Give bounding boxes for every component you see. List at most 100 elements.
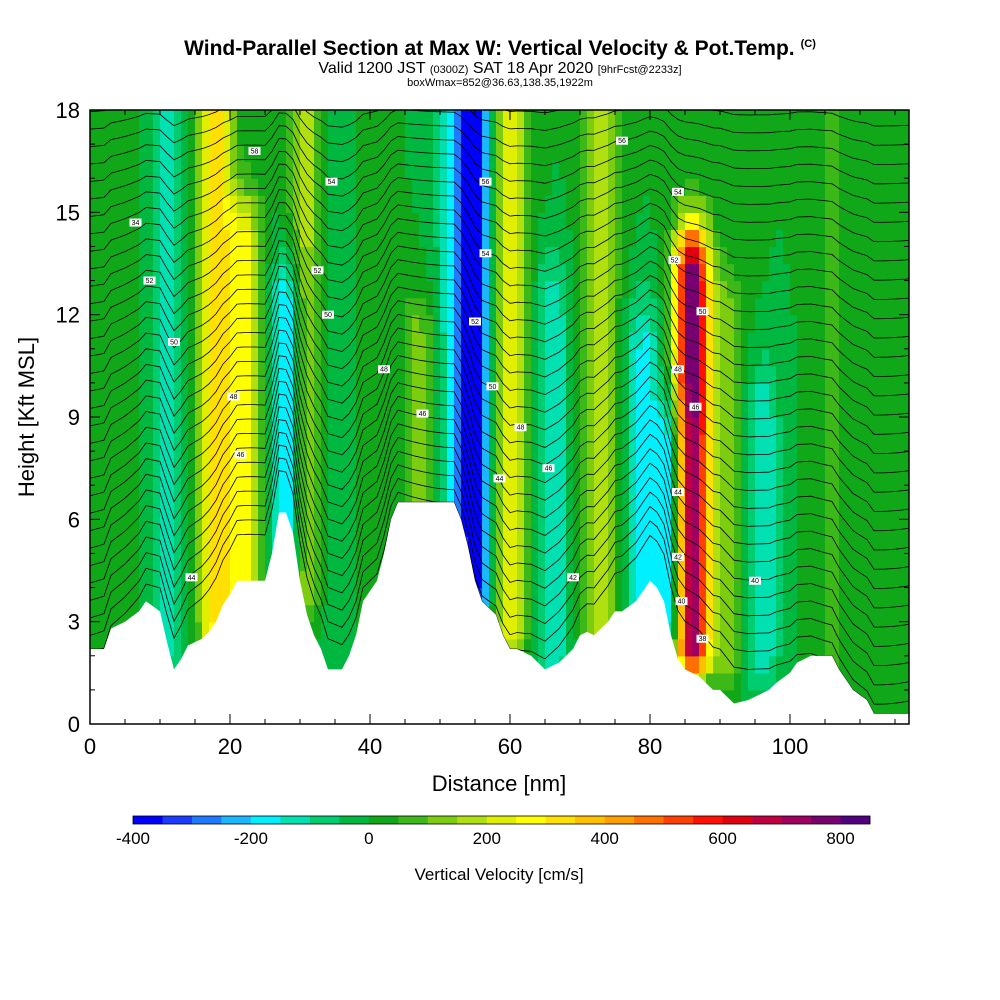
velocity-cell — [356, 451, 364, 469]
velocity-cell — [468, 451, 476, 469]
velocity-cell — [601, 246, 609, 265]
velocity-cell — [167, 502, 175, 520]
velocity-cell — [335, 161, 343, 179]
velocity-cell — [307, 382, 315, 401]
velocity-cell — [573, 127, 581, 145]
velocity-cell — [545, 161, 553, 179]
velocity-cell — [650, 382, 658, 401]
velocity-cell — [895, 689, 903, 708]
velocity-cell — [524, 587, 532, 606]
velocity-cell — [510, 451, 518, 469]
velocity-cell — [524, 263, 532, 282]
velocity-cell — [839, 468, 847, 486]
velocity-cell — [174, 195, 182, 213]
velocity-cell — [90, 161, 98, 179]
velocity-cell — [657, 127, 665, 145]
velocity-cell — [776, 587, 784, 606]
colorbar-swatch — [604, 816, 635, 824]
velocity-cell — [881, 280, 889, 299]
velocity-cell — [636, 570, 644, 589]
velocity-cell — [650, 144, 658, 162]
velocity-cell — [146, 451, 154, 469]
velocity-cell — [804, 553, 812, 572]
isentrope-label-text: 56 — [482, 179, 490, 186]
velocity-cell — [104, 365, 112, 384]
velocity-cell — [265, 348, 273, 367]
velocity-cell — [818, 434, 826, 452]
velocity-cell — [629, 417, 637, 435]
velocity-cell — [762, 672, 770, 691]
velocity-cell — [867, 553, 875, 572]
velocity-cell — [671, 519, 679, 537]
velocity-cell — [314, 212, 322, 230]
velocity-cell — [174, 604, 182, 623]
velocity-cell — [825, 451, 833, 469]
velocity-cell — [454, 246, 462, 265]
velocity-cell — [671, 161, 679, 179]
velocity-cell — [489, 331, 497, 350]
velocity-cell — [139, 178, 147, 196]
velocity-cell — [594, 365, 602, 384]
velocity-cell — [832, 399, 840, 418]
velocity-cell — [811, 502, 819, 520]
velocity-cell — [643, 485, 651, 503]
velocity-cell — [874, 178, 882, 196]
velocity-cell — [342, 553, 350, 572]
velocity-cell — [559, 604, 567, 623]
velocity-cell — [888, 621, 896, 640]
velocity-cell — [90, 621, 98, 640]
isentrope-label-bg — [696, 307, 709, 316]
velocity-cell — [671, 348, 679, 367]
velocity-cell — [503, 604, 511, 623]
velocity-cell — [202, 451, 210, 469]
velocity-cell — [524, 229, 532, 248]
velocity-cell — [489, 246, 497, 265]
velocity-cell — [860, 536, 868, 555]
velocity-cell — [895, 127, 903, 145]
velocity-cell — [265, 110, 273, 128]
velocity-cell — [300, 587, 308, 606]
velocity-cell — [426, 195, 434, 213]
velocity-cell — [482, 417, 490, 435]
velocity-cell — [419, 434, 427, 452]
velocity-cell — [853, 587, 861, 606]
velocity-cell — [174, 178, 182, 196]
velocity-cell — [349, 399, 357, 418]
velocity-cell — [727, 178, 735, 196]
velocity-cell — [776, 280, 784, 299]
velocity-cell — [377, 246, 385, 265]
velocity-cell — [363, 519, 371, 537]
x-axis-label: Distance [nm] — [432, 771, 567, 796]
velocity-cell — [517, 161, 525, 179]
velocity-cell — [209, 161, 217, 179]
velocity-cell — [307, 587, 315, 606]
velocity-cell — [559, 468, 567, 486]
velocity-cell — [895, 144, 903, 162]
velocity-cell — [111, 297, 119, 316]
velocity-cell — [503, 144, 511, 162]
velocity-cell — [867, 178, 875, 196]
velocity-cell — [461, 485, 469, 503]
velocity-cell — [321, 314, 329, 333]
velocity-cell — [391, 451, 399, 469]
velocity-cell — [895, 365, 903, 384]
velocity-cell — [664, 161, 672, 179]
velocity-cell — [881, 246, 889, 265]
velocity-cell — [398, 161, 406, 179]
velocity-cell — [839, 178, 847, 196]
velocity-cell — [160, 570, 168, 589]
velocity-cell — [503, 348, 511, 367]
velocity-cell — [573, 229, 581, 248]
isentrope-line — [90, 49, 909, 87]
velocity-cell — [846, 348, 854, 367]
isentrope-label: 52 — [143, 276, 156, 285]
colorbar-swatch — [457, 816, 488, 824]
velocity-cell — [146, 229, 154, 248]
velocity-cell — [174, 212, 182, 230]
velocity-cell — [209, 297, 217, 316]
velocity-cell — [867, 314, 875, 333]
velocity-cell — [335, 127, 343, 145]
velocity-cell — [286, 451, 294, 469]
velocity-cell — [412, 468, 420, 486]
velocity-cell — [573, 468, 581, 486]
